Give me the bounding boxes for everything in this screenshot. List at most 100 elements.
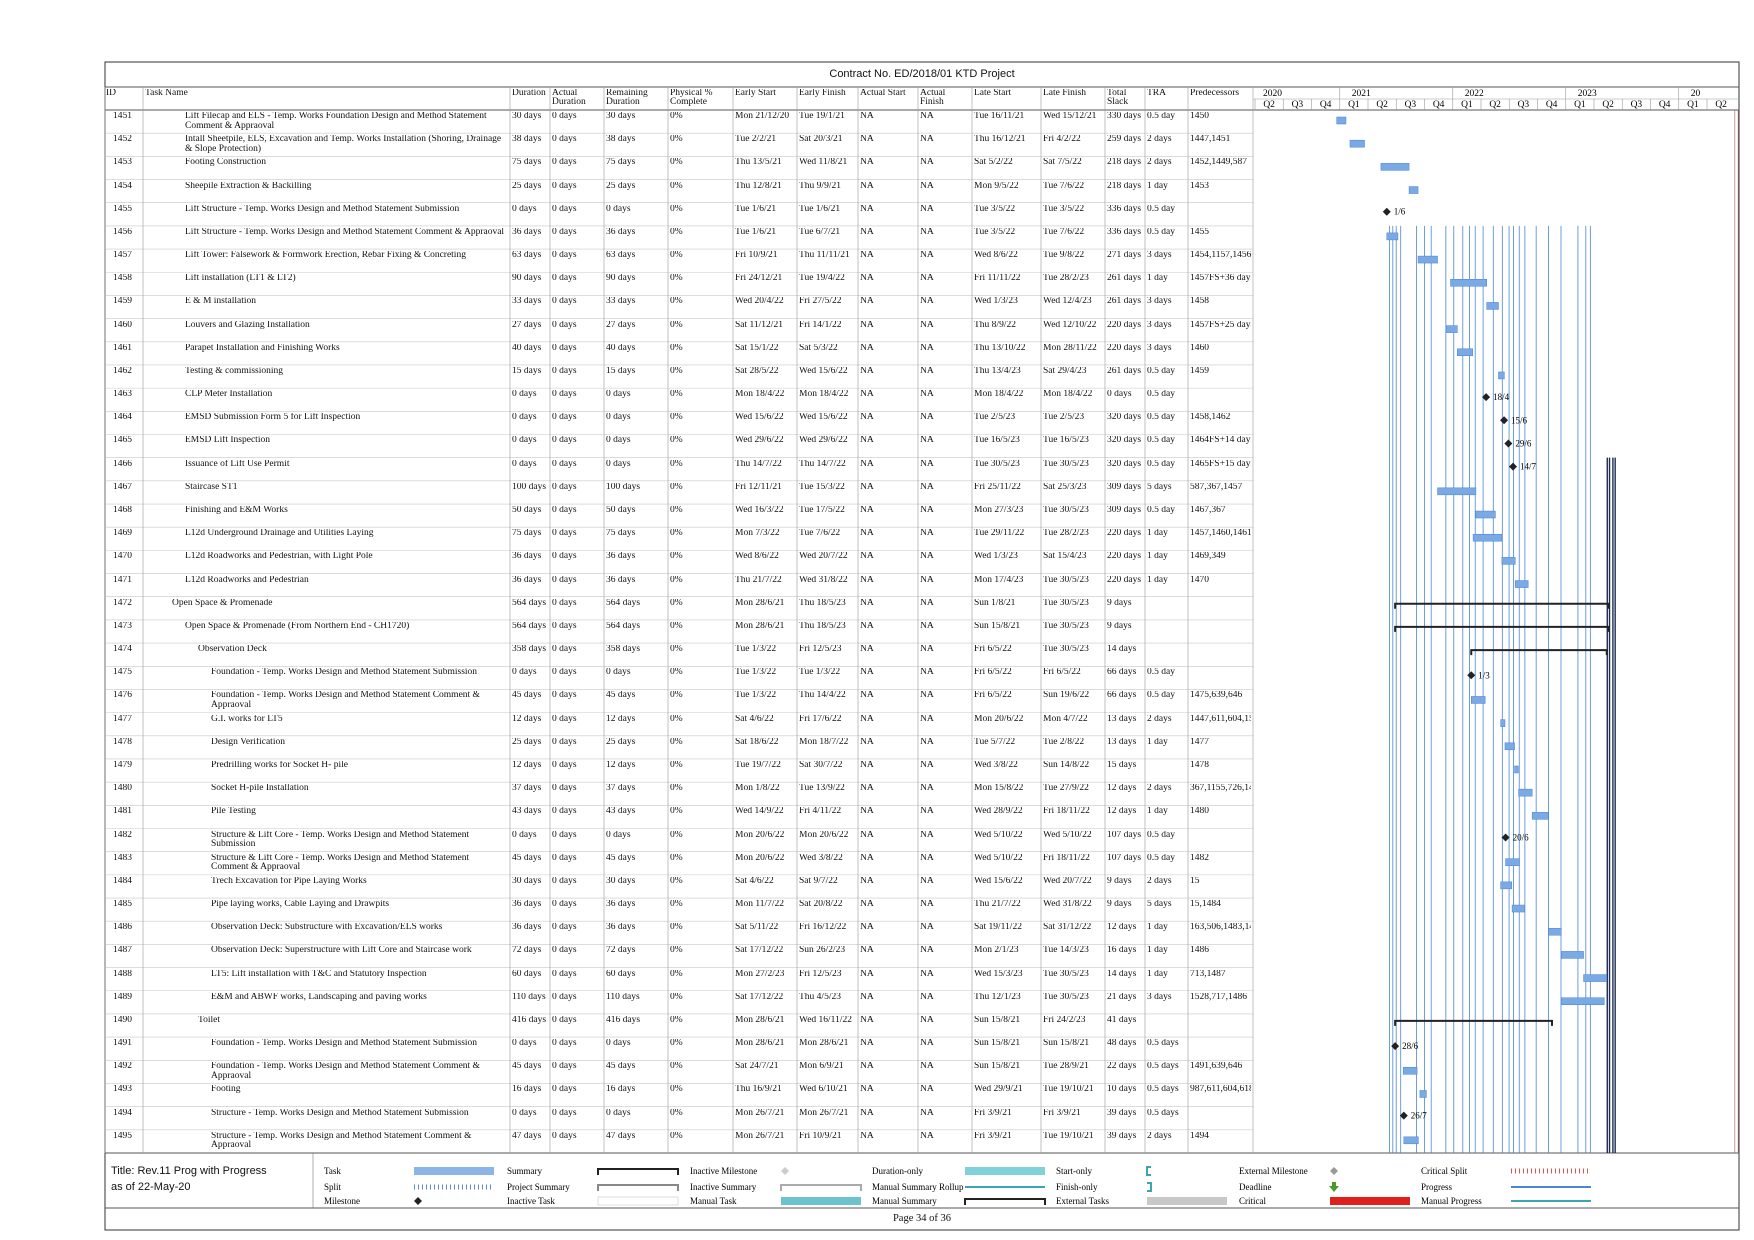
table-cell: 0 days [552, 112, 577, 121]
table-cell: Wed 28/9/22 [974, 807, 1023, 817]
year-label: 20 [1691, 89, 1701, 99]
table-cell: NA [860, 807, 874, 817]
table-cell: 3 days [1147, 992, 1172, 1002]
table-cell: Tue 29/11/22 [974, 529, 1025, 539]
table-cell: Mon 9/5/22 [974, 181, 1019, 191]
table-cell: 0% [670, 506, 683, 516]
table-cell: 14 days [1107, 645, 1137, 655]
table-cell: NA [920, 274, 934, 284]
table-cell: 110 days [606, 992, 640, 1002]
table-cell: NA [860, 1015, 874, 1025]
task-name: L12d Underground Drainage and Utilities … [185, 529, 374, 539]
table-cell: 1465 [113, 436, 132, 446]
table-cell: 41 days [1107, 1015, 1137, 1025]
table-cell: 0% [670, 598, 683, 608]
table-cell: 0% [670, 251, 683, 261]
table-cell: 1467,367 [1190, 506, 1226, 516]
task-bar [1514, 765, 1519, 774]
table-cell: Sat 31/12/22 [1043, 923, 1092, 933]
column-header: Remaining Duration [606, 89, 648, 107]
table-cell: 1470 [1190, 575, 1209, 585]
table-cell: 15 days [1107, 760, 1137, 770]
table-cell: 0 days [552, 413, 577, 423]
table-cell: Tue 16/5/23 [974, 436, 1020, 446]
table-cell: Mon 15/8/22 [974, 784, 1024, 794]
table-cell: Fri 18/11/22 [1043, 807, 1090, 817]
table-cell: 13 days [1107, 714, 1137, 724]
table-cell: 0% [670, 436, 683, 446]
table-cell: 0 days [552, 390, 577, 400]
table-cell: 0% [670, 946, 683, 956]
table-cell: 0 days [552, 621, 577, 631]
table-cell: 1 day [1147, 923, 1168, 933]
table-cell: NA [920, 482, 934, 492]
table-cell: Thu 21/7/22 [735, 575, 782, 585]
task-name: Observation Deck: Superstructure with Li… [211, 946, 472, 956]
table-cell: 0.5 day [1147, 436, 1175, 446]
table-cell: 36 days [606, 552, 636, 562]
table-cell: 1455 [113, 204, 132, 214]
table-cell: Sat 5/11/22 [735, 923, 779, 933]
table-cell: NA [860, 506, 874, 516]
table-cell: Sat 17/12/22 [735, 992, 784, 1002]
table-cell: Wed 20/7/22 [1043, 876, 1092, 886]
table-cell: 0 days [552, 760, 577, 770]
task-bar [1505, 858, 1520, 866]
legend-label: Finish-only [1056, 1182, 1098, 1192]
task-name: Open Space & Promenade (From Northern En… [185, 621, 410, 631]
column-header: Actual Duration [552, 89, 586, 107]
table-cell: 0% [670, 853, 683, 863]
table-cell: 36 days [512, 900, 542, 910]
table-cell: 0% [670, 691, 683, 701]
table-cell: Sun 19/6/22 [1043, 691, 1090, 701]
table-cell: 0.5 day [1147, 112, 1175, 121]
table-cell: 25 days [512, 737, 542, 747]
table-cell: NA [860, 436, 874, 446]
table-cell: 36 days [512, 923, 542, 933]
table-cell: 0 days [552, 830, 577, 840]
milestone [1504, 439, 1513, 448]
table-cell: 1447,611,604,15 [1190, 714, 1251, 724]
table-cell: 261 days [1107, 366, 1142, 376]
table-cell: 0 days [552, 436, 577, 446]
table-cell: NA [920, 760, 934, 770]
table-cell: Thu 11/11/21 [799, 251, 850, 261]
table-cell: 220 days [1107, 575, 1142, 585]
table-cell: NA [860, 621, 874, 631]
table-cell: 1475,639,646 [1190, 691, 1243, 701]
table-cell: Sun 15/8/21 [974, 1015, 1021, 1025]
task-name: Lift Tower: Falsework & Formwork Erectio… [185, 251, 466, 261]
table-cell: Wed 5/10/22 [974, 853, 1023, 863]
page-footer: Page 34 of 36 [892, 1213, 952, 1224]
table-cell: NA [860, 575, 874, 585]
table-cell: Tue 9/8/22 [1043, 251, 1085, 261]
table-cell: 320 days [1107, 459, 1142, 469]
quarter-label: Q2 [1715, 100, 1727, 110]
table-cell: NA [860, 900, 874, 910]
table-cell: Tue 30/5/23 [1043, 506, 1089, 516]
table-cell: NA [920, 668, 934, 678]
task-name: E & M installation [185, 297, 256, 307]
table-cell: 1488 [113, 969, 132, 979]
table-cell: 330 days [1107, 112, 1142, 121]
table-cell: NA [860, 552, 874, 562]
table-cell: Fri 4/11/22 [799, 807, 842, 817]
table-cell: 38 days [512, 135, 542, 145]
table-cell: NA [860, 204, 874, 214]
table-cell: Wed 16/11/22 [799, 1015, 852, 1025]
table-cell: Sat 15/1/22 [735, 343, 779, 353]
bar-label: 29/6 [1515, 438, 1532, 448]
table-cell: Fri 18/11/22 [1043, 853, 1090, 863]
table-cell: 1457,1460,1461 [1190, 529, 1251, 539]
table-cell: Wed 15/3/23 [974, 969, 1023, 979]
table-cell: Thu 12/8/21 [735, 181, 782, 191]
table-cell: NA [920, 830, 934, 840]
table-cell: 320 days [1107, 413, 1142, 423]
table-cell: 1452 [113, 135, 132, 145]
table-cell: 1468 [113, 506, 132, 516]
legend-label: Summary [507, 1166, 542, 1176]
table-cell: 30 days [512, 112, 542, 121]
table-cell: 0 days [552, 691, 577, 701]
legend-label: Project Summary [507, 1182, 570, 1192]
year-label: 2022 [1465, 89, 1484, 99]
